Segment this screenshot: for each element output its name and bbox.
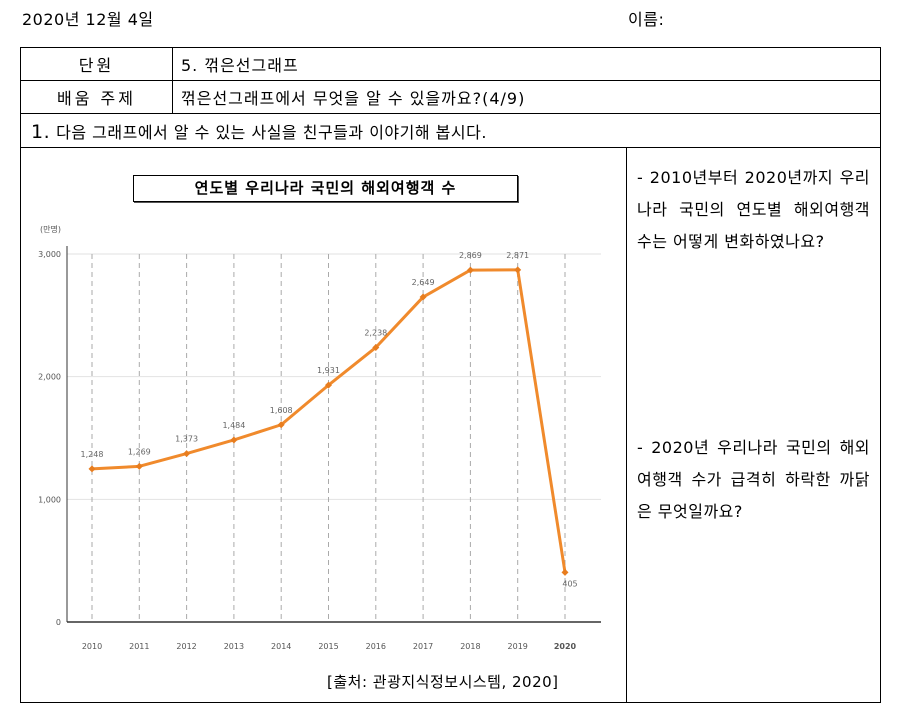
- unit-label: 단원: [20, 47, 173, 81]
- x-tick-label: 2015: [318, 642, 338, 651]
- data-label: 1,931: [317, 366, 340, 375]
- discussion-question-1: - 2010년부터 2020년까지 우리나라 국민의 연도별 해외여행객 수는 …: [637, 168, 871, 251]
- data-point: [372, 343, 380, 351]
- x-tick-label: 2018: [460, 642, 480, 651]
- data-label: 2,869: [459, 251, 482, 260]
- data-point: [230, 436, 238, 444]
- data-point: [183, 450, 191, 458]
- y-tick-label: 3,000: [38, 250, 61, 259]
- data-point: [277, 421, 285, 429]
- question-row: 1. 다음 그래프에서 알 수 있는 사실을 친구들과 이야기해 봅시다.: [19, 113, 882, 148]
- data-label: 405: [562, 579, 577, 588]
- line-chart: (만명) 0 1,000 2,000 3,000 2010 2011 2012 2013 2014…: [38, 224, 601, 651]
- x-tick-label: 2014: [271, 642, 291, 651]
- x-tick-label: 2010: [82, 642, 102, 651]
- chart-source: [출처: 관광지식정보시스템, 2020]: [327, 673, 559, 691]
- x-tick-label: 2017: [413, 642, 433, 651]
- data-label: 2,238: [364, 328, 387, 337]
- worksheet-table: 단원 5. 꺾은선그래프 배움 주제 꺾은선그래프에서 무엇을 알 수 있을까요…: [19, 47, 882, 703]
- data-label: 2,871: [506, 251, 529, 260]
- data-point: [514, 266, 522, 274]
- y-tick-label: 1,000: [38, 495, 61, 504]
- data-label: 1,269: [128, 447, 151, 456]
- data-point: [88, 465, 96, 473]
- discussion-question-2: - 2020년 우리나라 국민의 해외여행객 수가 급격히 하락한 까닭은 무엇…: [637, 438, 871, 521]
- x-tick-label: 2019: [508, 642, 528, 651]
- discussion-cell: - 2010년부터 2020년까지 우리나라 국민의 연도별 해외여행객 수는 …: [625, 147, 882, 703]
- data-point: [325, 381, 332, 389]
- topic-value: 꺾은선그래프에서 무엇을 알 수 있을까요?(4/9): [171, 80, 882, 114]
- data-point: [135, 462, 143, 470]
- y-tick-label: 2,000: [38, 373, 61, 382]
- x-tick-label: 2013: [224, 642, 244, 651]
- x-tick-label: 2016: [366, 642, 386, 651]
- data-point: [561, 568, 569, 576]
- y-unit-label: (만명): [40, 224, 61, 234]
- chart-title: 연도별 우리나라 국민의 해외여행객 수: [133, 175, 518, 202]
- data-label: 1,373: [175, 435, 198, 444]
- date-text: 2020년 12월 4일: [22, 10, 154, 29]
- x-tick-label: 2011: [129, 642, 149, 651]
- data-label: 1,484: [222, 421, 245, 430]
- data-point: [466, 266, 474, 274]
- data-point: [419, 293, 427, 301]
- data-label: 1,608: [270, 406, 293, 415]
- topic-label: 배움 주제: [20, 80, 173, 114]
- chart-cell: (만명) 0 1,000 2,000 3,000 2010 2011 2012 2013 2014…: [20, 147, 627, 703]
- data-label: 1,248: [81, 450, 104, 459]
- question-text: 다음 그래프에서 알 수 있는 사실을 친구들과 이야기해 봅시다.: [56, 122, 487, 142]
- data-label: 2,649: [412, 278, 435, 287]
- name-label: 이름:: [628, 10, 665, 29]
- x-tick-label: 2020: [554, 642, 577, 651]
- unit-value: 5. 꺾은선그래프: [171, 47, 882, 81]
- x-tick-label: 2012: [176, 642, 196, 651]
- y-tick-label: 0: [56, 618, 61, 627]
- question-number: 1.: [31, 120, 51, 143]
